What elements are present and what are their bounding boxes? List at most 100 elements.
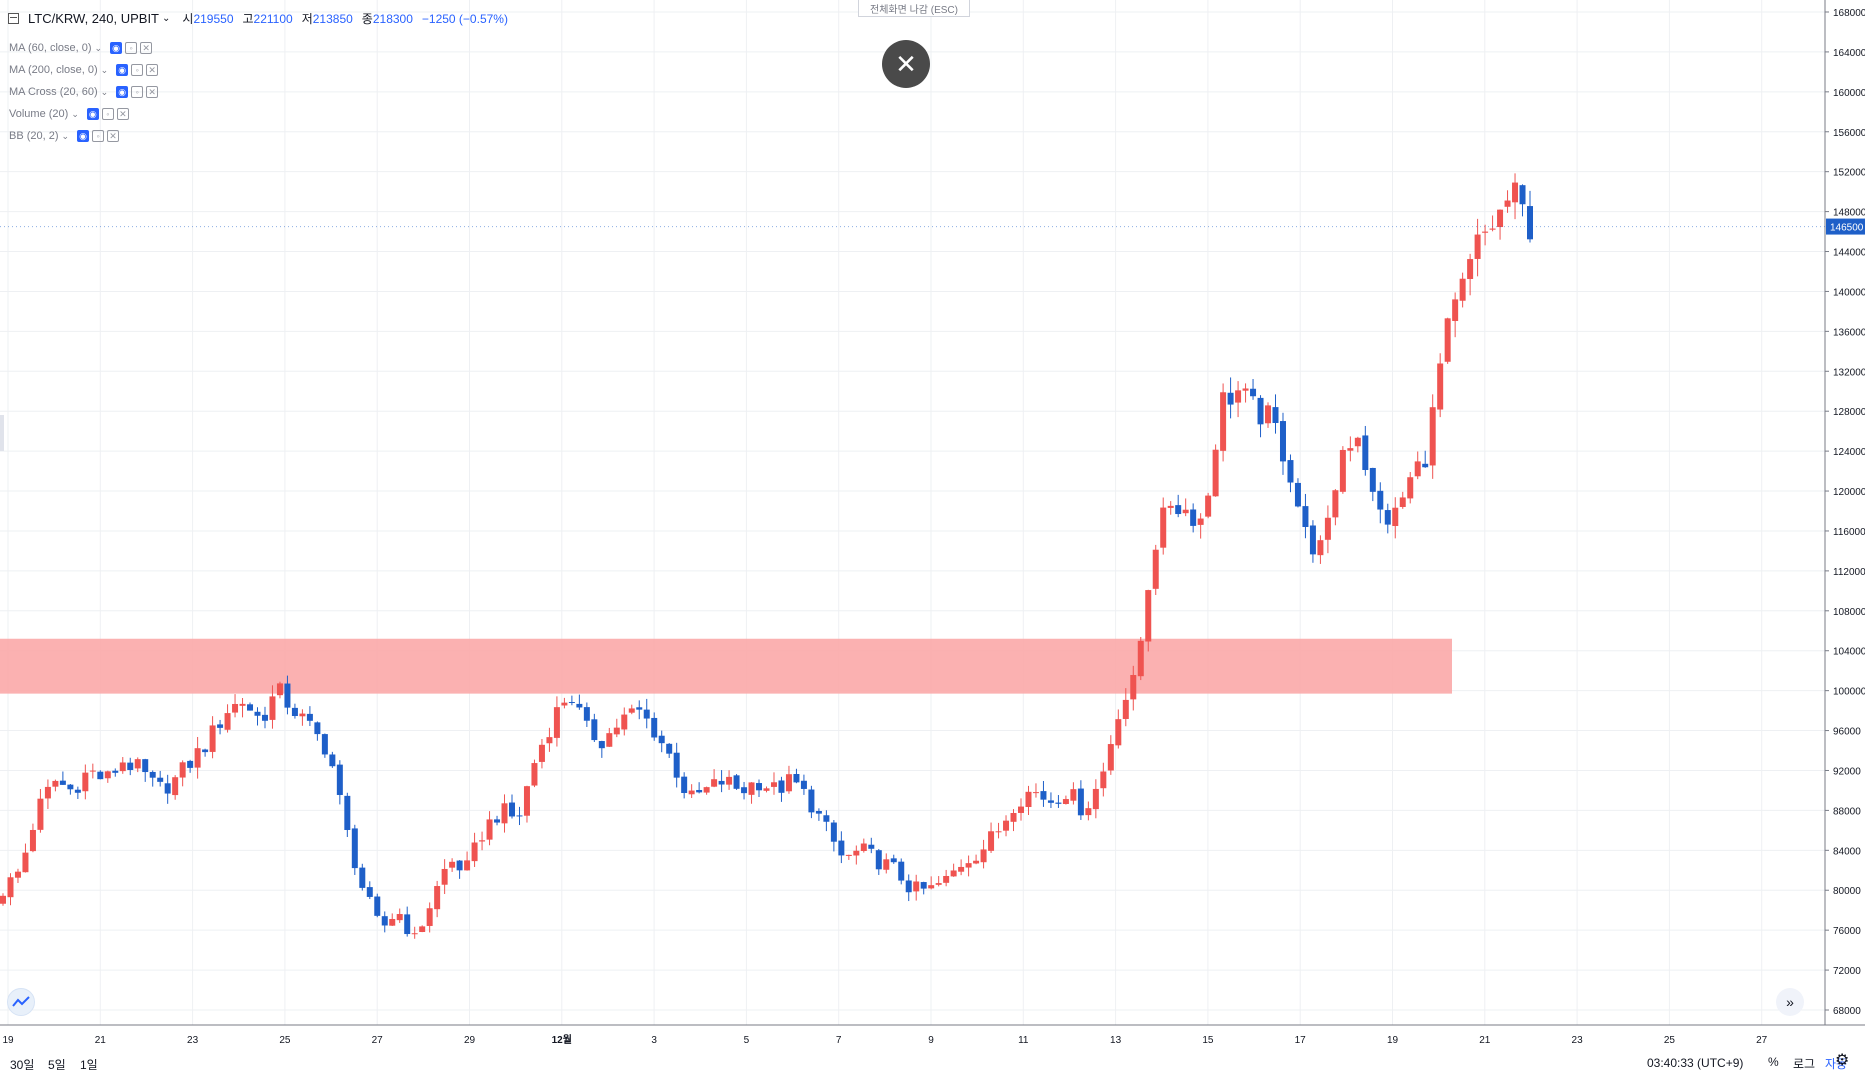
candle-body bbox=[711, 779, 718, 787]
range-1d-button[interactable]: 1일 bbox=[80, 1058, 98, 1072]
candle-body bbox=[1504, 200, 1511, 207]
indicator-row[interactable]: MA (60, close, 0) ⌄ ◉ ◦ ✕ bbox=[9, 37, 161, 59]
chevron-down-icon[interactable]: ⌄ bbox=[100, 86, 109, 97]
candle-body bbox=[1362, 435, 1369, 470]
candle-body bbox=[1130, 674, 1137, 700]
close-icon[interactable]: ✕ bbox=[146, 64, 159, 76]
eye-icon[interactable]: ◉ bbox=[86, 108, 99, 120]
resistance-zone bbox=[0, 638, 1452, 694]
indicator-row[interactable]: MA (200, close, 0) ⌄ ◉ ◦ ✕ bbox=[9, 59, 161, 81]
indicator-row[interactable]: Volume (20) ⌄ ◉ ◦ ✕ bbox=[9, 103, 161, 125]
change-value: −1250 (−0.57%) bbox=[421, 11, 508, 26]
time-axis[interactable]: 19 21 23 25 27 29 12월 3 5 7 9 11 13 15 17 19 21 23 25 27 bbox=[2, 1034, 1767, 1046]
candle-body bbox=[1399, 497, 1406, 507]
close-fullscreen-button[interactable]: ✕ bbox=[882, 40, 930, 88]
candle-body bbox=[793, 773, 800, 783]
exit-fullscreen-hint: 전체화면 나감 (ESC) bbox=[858, 0, 970, 17]
candle-body bbox=[1459, 278, 1466, 301]
candle-body bbox=[1032, 792, 1039, 794]
price-axis[interactable]: 68000 72000 76000 80000 84000 88000 92000 96000… bbox=[1825, 8, 1865, 1017]
grid bbox=[0, 0, 1825, 1025]
candle-body bbox=[890, 858, 897, 863]
candle-body bbox=[741, 787, 748, 794]
candle-body bbox=[381, 916, 388, 926]
y-tick-label: 152000 bbox=[1833, 168, 1865, 179]
candle-body bbox=[441, 868, 448, 885]
indicator-label[interactable]: MA (60, close, 0) bbox=[9, 42, 92, 54]
drawing-toolbar-handle[interactable] bbox=[0, 415, 4, 451]
eye-icon[interactable]: ◉ bbox=[116, 86, 129, 98]
range-5d-button[interactable]: 5일 bbox=[48, 1058, 66, 1072]
candle-body bbox=[449, 861, 456, 868]
candle-body bbox=[104, 771, 111, 779]
candle-body bbox=[988, 831, 995, 851]
candle-body bbox=[14, 871, 21, 878]
candle-body bbox=[1474, 234, 1481, 259]
candle-body bbox=[276, 683, 283, 696]
chevron-down-icon[interactable]: ⌄ bbox=[71, 108, 79, 119]
close-icon[interactable]: ✕ bbox=[116, 108, 129, 120]
y-tick-label: 156000 bbox=[1833, 128, 1865, 139]
y-tick-label: 164000 bbox=[1833, 48, 1865, 59]
candle-body bbox=[531, 763, 538, 786]
y-tick-label: 120000 bbox=[1833, 487, 1865, 498]
settings-icon[interactable]: ◦ bbox=[131, 86, 144, 98]
y-tick-label: 68000 bbox=[1833, 1006, 1861, 1017]
eye-icon[interactable]: ◉ bbox=[77, 130, 90, 142]
candle-body bbox=[464, 860, 471, 871]
scroll-to-realtime-button[interactable]: » bbox=[1776, 988, 1804, 1016]
indicator-label[interactable]: MA Cross (20, 60) bbox=[9, 86, 98, 98]
candle-body bbox=[756, 783, 763, 791]
indicator-label[interactable]: MA (200, close, 0) bbox=[9, 64, 98, 76]
clock[interactable]: 03:40:33 (UTC+9) bbox=[1647, 1056, 1744, 1070]
candle-body bbox=[44, 786, 51, 799]
gear-icon[interactable]: ⚙ bbox=[1835, 1052, 1850, 1069]
candle-body bbox=[261, 714, 268, 721]
chevron-down-icon[interactable]: ⌄ bbox=[61, 130, 70, 141]
close-icon[interactable]: ✕ bbox=[140, 42, 153, 54]
low-value: 저213850 bbox=[301, 12, 353, 26]
eye-icon[interactable]: ◉ bbox=[110, 42, 123, 54]
candle-body bbox=[494, 819, 501, 823]
tradingview-logo-button[interactable] bbox=[7, 988, 35, 1016]
candle-body bbox=[928, 885, 935, 889]
x-tick-label: 29 bbox=[464, 1035, 476, 1046]
candle-body bbox=[127, 762, 134, 770]
indicator-label[interactable]: Volume (20) bbox=[9, 108, 69, 120]
settings-icon[interactable]: ◦ bbox=[125, 42, 138, 54]
candle-body bbox=[995, 831, 1002, 833]
indicator-row[interactable]: MA Cross (20, 60) ⌄ ◉ ◦ ✕ bbox=[9, 81, 161, 103]
log-toggle[interactable]: 로그 bbox=[1793, 1057, 1816, 1071]
indicator-label[interactable]: BB (20, 2) bbox=[9, 130, 59, 142]
candle-body bbox=[164, 783, 171, 794]
candle-body bbox=[658, 735, 665, 744]
eye-icon[interactable]: ◉ bbox=[116, 64, 129, 76]
settings-icon[interactable]: ◦ bbox=[101, 108, 114, 120]
percent-toggle[interactable]: % bbox=[1768, 1055, 1779, 1069]
candle-body bbox=[389, 918, 396, 926]
candle-body bbox=[97, 771, 104, 780]
symbol-legend[interactable]: LTC/KRW, 240, UPBIT ⌄ 시219550 고221100 저2… bbox=[8, 10, 508, 27]
symbol-title[interactable]: LTC/KRW, 240, UPBIT bbox=[28, 11, 160, 26]
candle-body bbox=[471, 842, 478, 862]
chevron-down-icon[interactable]: ⌄ bbox=[100, 64, 109, 75]
close-icon[interactable]: ✕ bbox=[146, 86, 159, 98]
candle-body bbox=[943, 875, 950, 883]
auto-scale-toggle[interactable]: 자동 bbox=[1825, 1057, 1848, 1071]
range-30d-button[interactable]: 30일 bbox=[10, 1058, 35, 1072]
close-icon[interactable]: ✕ bbox=[107, 130, 120, 142]
chevron-down-icon[interactable]: ⌄ bbox=[162, 13, 171, 24]
settings-icon[interactable]: ◦ bbox=[131, 64, 144, 76]
y-tick-label: 136000 bbox=[1833, 327, 1865, 338]
candle-body bbox=[202, 749, 209, 753]
indicator-row[interactable]: BB (20, 2) ⌄ ◉ ◦ ✕ bbox=[9, 125, 161, 147]
chevron-down-icon[interactable]: ⌄ bbox=[94, 42, 103, 53]
candle-body bbox=[913, 881, 920, 892]
candle-body bbox=[823, 815, 830, 822]
settings-icon[interactable]: ◦ bbox=[92, 130, 105, 142]
collapse-icon[interactable] bbox=[8, 13, 19, 24]
candle-body bbox=[344, 795, 351, 830]
candle-body bbox=[254, 711, 261, 716]
candle-body bbox=[1489, 228, 1496, 230]
